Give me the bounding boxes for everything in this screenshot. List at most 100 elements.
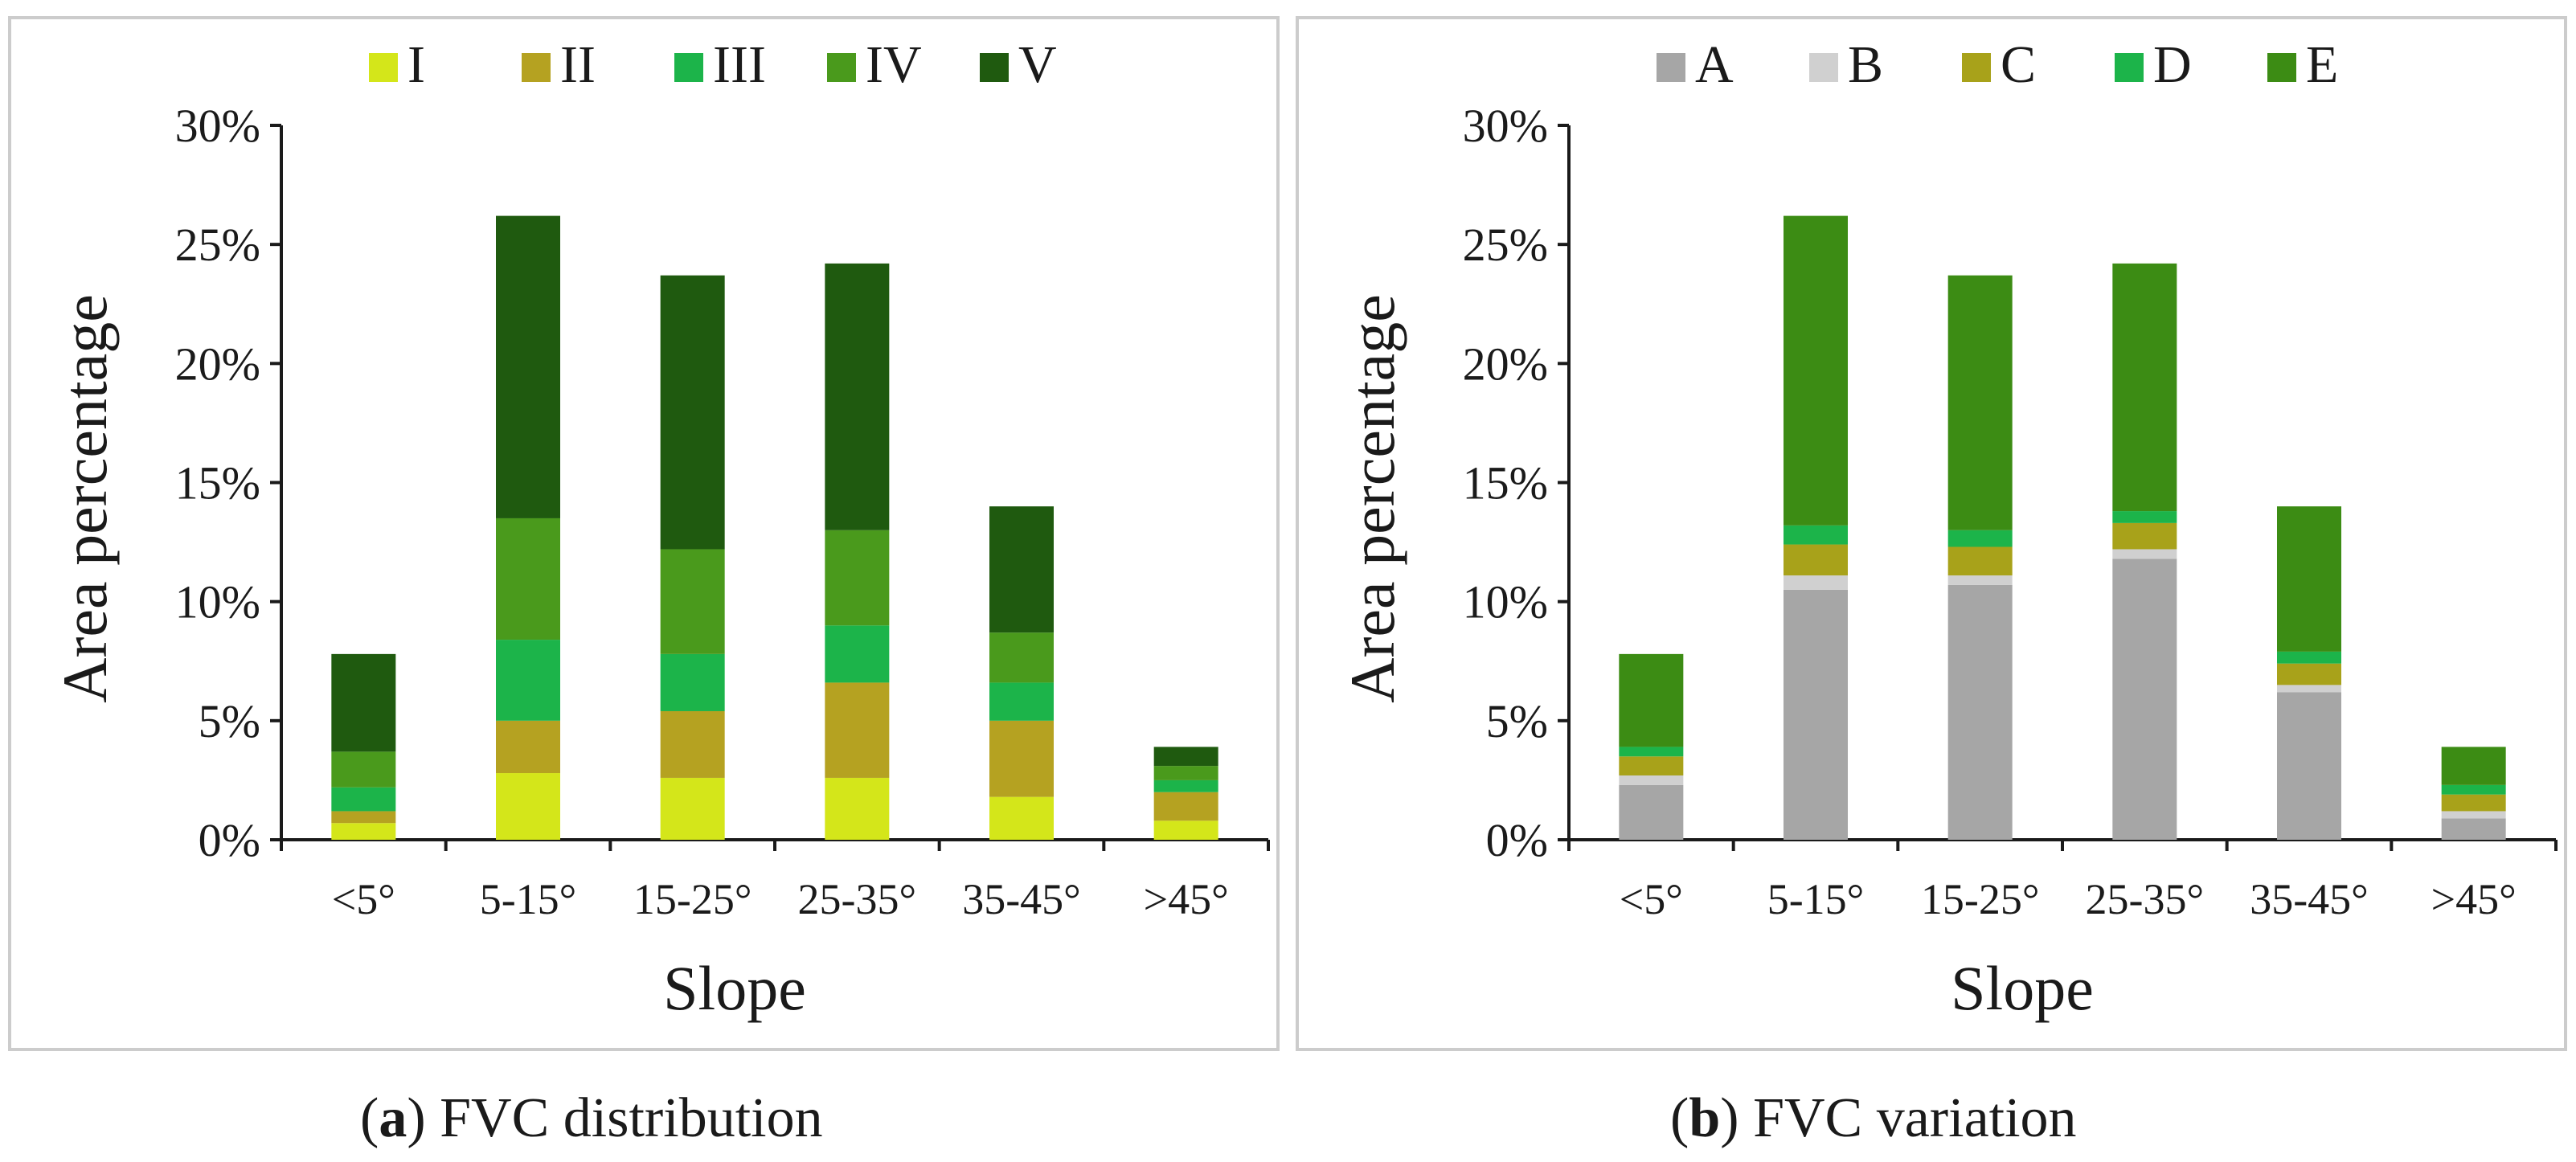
bar-segment-c-0	[1619, 756, 1684, 775]
bar-segment-v-1	[496, 215, 560, 518]
bar-segment-iv-2	[660, 549, 725, 654]
bar-segment-c-4	[2277, 663, 2341, 685]
legend-swatch-iv	[827, 53, 856, 82]
bar-segment-iv-0	[331, 751, 396, 788]
bar-segment-v-0	[331, 653, 396, 752]
bar-segment-e-1	[1784, 215, 1848, 526]
legend-swatch-i	[369, 53, 398, 82]
legend-label-e: E	[2306, 35, 2338, 94]
y-tick-label: 15%	[175, 457, 260, 509]
bar-segment-v-2	[660, 275, 725, 550]
bar-segment-a-0	[1619, 784, 1684, 840]
legend-label-d: D	[2153, 35, 2192, 94]
bar-segment-e-0	[1619, 653, 1684, 747]
y-tick-label: 5%	[199, 695, 260, 747]
caption-b-text: FVC variation	[1753, 1087, 2077, 1149]
bar-segment-a-4	[2277, 692, 2341, 840]
legend-swatch-b	[1809, 53, 1838, 82]
legend-label-iv: IV	[866, 35, 922, 94]
bar-segment-a-2	[1947, 584, 2013, 840]
legend-label-b: B	[1848, 35, 1883, 94]
bar-segment-i-0	[331, 823, 396, 840]
x-tick-label: 35-45°	[2250, 875, 2369, 923]
bar-segment-iii-5	[1153, 779, 1218, 792]
bar-segment-iii-4	[989, 682, 1054, 721]
bar-segment-ii-1	[496, 720, 560, 774]
bar-segment-iii-0	[331, 787, 396, 812]
bar-segment-b-1	[1784, 575, 1848, 590]
bar-segment-e-5	[2441, 747, 2506, 785]
bar-segment-i-4	[989, 796, 1054, 840]
legend-label-ii: II	[560, 35, 596, 94]
bar-segment-i-5	[1153, 820, 1218, 840]
bar-segment-b-4	[2277, 685, 2341, 693]
bar-segment-v-5	[1153, 747, 1218, 767]
bar-segment-b-5	[2441, 811, 2506, 819]
bar-segment-i-2	[660, 777, 725, 840]
x-tick-label: 5-15°	[480, 875, 577, 923]
bar-segment-ii-5	[1153, 792, 1218, 821]
bar-segment-iii-3	[825, 625, 890, 683]
x-tick-label: <5°	[332, 875, 395, 923]
bar-segment-iii-2	[660, 653, 725, 711]
x-tick-label: 25-35°	[798, 875, 917, 923]
y-tick-label: 30%	[175, 100, 260, 152]
bar-segment-iv-5	[1153, 766, 1218, 780]
x-axis-title: Slope	[1951, 953, 2094, 1023]
y-tick-label: 10%	[175, 576, 260, 628]
x-axis-title: Slope	[663, 953, 806, 1023]
bar-segment-iv-3	[825, 530, 890, 626]
bar-segment-i-1	[496, 773, 560, 840]
bar-segment-c-2	[1947, 546, 2013, 576]
bar-segment-b-2	[1947, 575, 2013, 585]
x-tick-label: 5-15°	[1767, 875, 1865, 923]
bar-segment-e-3	[2112, 263, 2177, 512]
bar-segment-b-3	[2112, 549, 2177, 559]
x-tick-label: 25-35°	[2086, 875, 2205, 923]
y-axis-title: Area percentage	[50, 294, 120, 703]
bar-segment-e-2	[1947, 275, 2013, 530]
bar-segment-a-3	[2112, 558, 2177, 840]
y-tick-label: 0%	[199, 814, 260, 866]
legend-swatch-a	[1657, 53, 1685, 82]
chart-panel-b: 0% 5% 10% 15% 20% 25% 30% <5° 5-15° 15-25° 25-35° 3…	[1296, 16, 2567, 1051]
legend-label-v: V	[1018, 35, 1057, 94]
legend-swatch-iii	[674, 53, 703, 82]
bar-segment-a-1	[1784, 589, 1848, 840]
caption-b-letter: b	[1689, 1087, 1721, 1149]
bar-segment-d-0	[1619, 747, 1684, 757]
bar-segment-e-4	[2277, 506, 2341, 652]
bar-segment-ii-3	[825, 682, 890, 778]
bar-segment-ii-0	[331, 811, 396, 824]
y-tick-label: 5%	[1486, 695, 1548, 747]
y-tick-label: 20%	[175, 338, 260, 390]
bar-segment-ii-4	[989, 720, 1054, 797]
bar-segment-ii-2	[660, 710, 725, 778]
legend-swatch-v	[980, 53, 1009, 82]
caption-a: (a) FVC distribution	[360, 1087, 823, 1149]
bar-segment-d-4	[2277, 651, 2341, 664]
caption-a-letter: a	[379, 1087, 407, 1149]
x-tick-label: >45°	[1144, 875, 1229, 923]
legend-label-a: A	[1695, 35, 1734, 94]
chart-b-svg: 0% 5% 10% 15% 20% 25% 30% <5° 5-15° 15-25° 25-35° 3…	[1337, 35, 2558, 1023]
bar-segment-c-1	[1784, 544, 1848, 576]
x-tick-label: 15-25°	[633, 875, 752, 923]
x-tick-label: >45°	[2431, 875, 2517, 923]
y-axis-title: Area percentage	[1337, 294, 1407, 703]
legend-label-c: C	[2001, 35, 2036, 94]
legend-swatch-d	[2115, 53, 2144, 82]
y-tick-label: 20%	[1463, 338, 1548, 390]
legend-swatch-e	[2267, 53, 2296, 82]
legend-swatch-ii	[522, 53, 551, 82]
bar-segment-b-0	[1619, 775, 1684, 785]
bar-segment-d-5	[2441, 784, 2506, 795]
x-tick-label: 15-25°	[1921, 875, 2040, 923]
legend-label-i: I	[407, 35, 425, 94]
caption-a-text: FVC distribution	[440, 1087, 823, 1149]
bar-segment-i-3	[825, 777, 890, 840]
y-tick-label: 30%	[1463, 100, 1548, 152]
bar-segment-iii-1	[496, 640, 560, 721]
bar-segment-a-5	[2441, 818, 2506, 840]
chart-a-svg: 0% 5% 10% 15% 20% 25% 30% <5° 5-15° 15-25° 25-35° 3…	[50, 35, 1270, 1023]
